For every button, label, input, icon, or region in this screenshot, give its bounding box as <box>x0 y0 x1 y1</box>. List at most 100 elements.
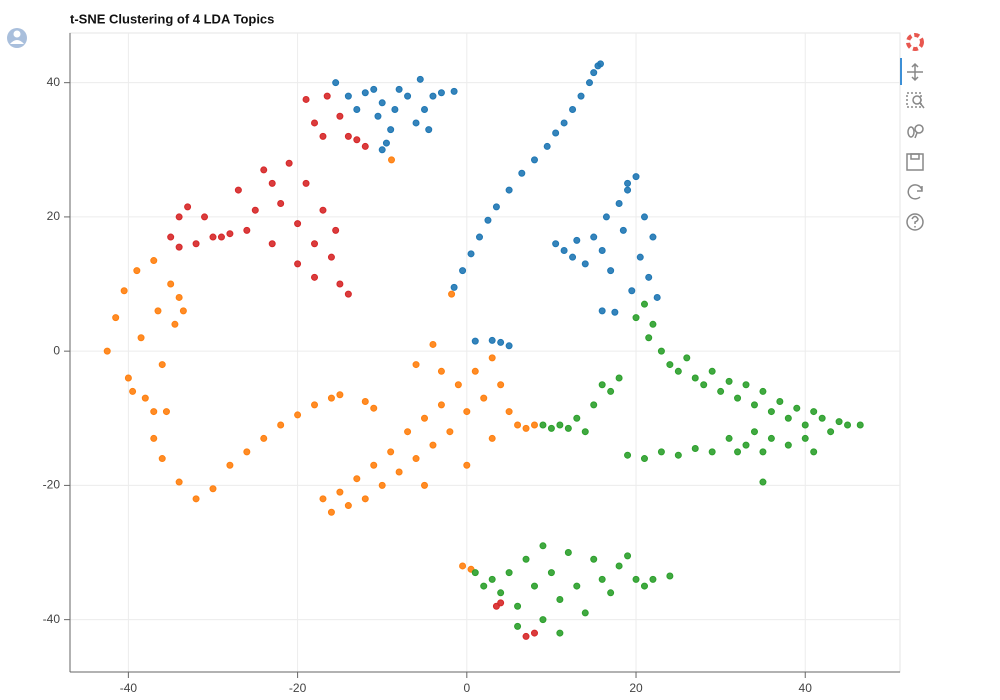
point <box>767 434 775 442</box>
point <box>547 424 555 432</box>
reset-tool[interactable] <box>907 184 923 200</box>
point <box>226 461 234 469</box>
point <box>514 421 522 429</box>
point <box>480 582 488 590</box>
point <box>505 408 513 416</box>
point <box>344 502 352 510</box>
points <box>103 60 864 640</box>
point <box>370 461 378 469</box>
point <box>327 394 335 402</box>
point <box>361 397 369 405</box>
point <box>653 293 661 301</box>
save-tool[interactable] <box>906 153 924 171</box>
x-tick-label: -40 <box>120 681 138 695</box>
help-tool[interactable] <box>906 213 924 231</box>
point <box>742 441 750 449</box>
point <box>801 434 809 442</box>
point <box>387 126 395 134</box>
point <box>450 87 458 95</box>
point <box>835 418 843 426</box>
point <box>251 206 259 214</box>
point <box>243 226 251 234</box>
point <box>598 381 606 389</box>
point <box>497 599 505 607</box>
point <box>112 314 120 322</box>
point <box>645 273 653 281</box>
y-tick-label: 40 <box>47 75 61 89</box>
point <box>370 404 378 412</box>
point <box>856 421 864 429</box>
point <box>657 448 665 456</box>
point <box>353 106 361 114</box>
grid <box>70 33 900 672</box>
point <box>624 179 632 187</box>
point <box>742 381 750 389</box>
point <box>657 347 665 355</box>
point <box>395 468 403 476</box>
point <box>463 408 471 416</box>
point <box>167 280 175 288</box>
point <box>260 434 268 442</box>
point <box>437 89 445 97</box>
pan-tool[interactable] <box>907 62 923 82</box>
point <box>404 428 412 436</box>
point <box>801 421 809 429</box>
point <box>124 374 132 382</box>
point <box>793 404 801 412</box>
chart-title: t-SNE Clustering of 4 LDA Topics <box>70 11 274 26</box>
point <box>484 216 492 224</box>
point <box>767 408 775 416</box>
point <box>581 609 589 617</box>
y-tick-label: 20 <box>47 209 61 223</box>
point <box>564 424 572 432</box>
point <box>175 293 183 301</box>
point <box>429 441 437 449</box>
point <box>319 495 327 503</box>
point <box>556 629 564 637</box>
point <box>446 428 454 436</box>
point <box>530 156 538 164</box>
point <box>539 542 547 550</box>
point <box>607 387 615 395</box>
point <box>421 106 429 114</box>
point <box>311 273 319 281</box>
point <box>421 414 429 422</box>
point <box>569 106 577 114</box>
point <box>759 448 767 456</box>
point <box>539 421 547 429</box>
wheel-zoom-tool[interactable] <box>907 124 924 139</box>
point <box>624 186 632 194</box>
point <box>691 444 699 452</box>
point <box>192 240 200 248</box>
point <box>217 233 225 241</box>
point <box>361 142 369 150</box>
point <box>750 401 758 409</box>
point <box>547 569 555 577</box>
point <box>378 99 386 107</box>
point <box>674 451 682 459</box>
point <box>818 414 826 422</box>
point <box>201 213 209 221</box>
point <box>640 213 648 221</box>
point <box>150 434 158 442</box>
point <box>319 206 327 214</box>
point <box>497 338 505 346</box>
point <box>294 220 302 228</box>
point <box>387 448 395 456</box>
point <box>327 253 335 261</box>
point <box>344 92 352 100</box>
point <box>171 320 179 328</box>
point <box>636 253 644 261</box>
point <box>412 455 420 463</box>
bokeh-logo[interactable] <box>906 33 924 51</box>
point <box>336 112 344 120</box>
point <box>615 374 623 382</box>
point <box>302 95 310 103</box>
box-zoom-tool[interactable] <box>906 92 925 109</box>
point <box>585 79 593 87</box>
point <box>120 287 128 295</box>
point <box>209 233 217 241</box>
point <box>552 240 560 248</box>
point <box>277 199 285 207</box>
